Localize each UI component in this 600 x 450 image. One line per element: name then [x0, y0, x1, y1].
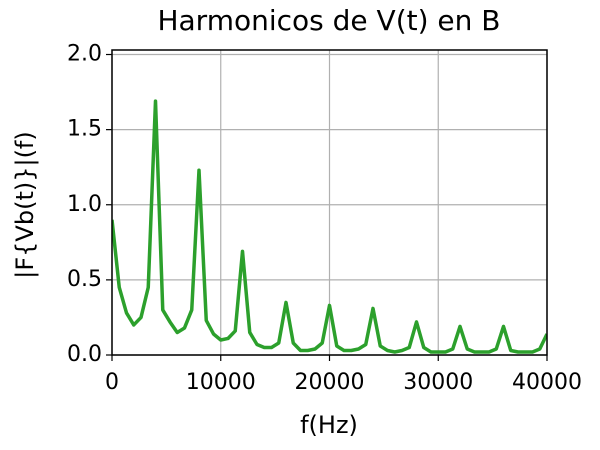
y-axis-label: |F{Vb(t)}|(f): [11, 131, 39, 278]
x-tick-label: 0: [105, 370, 119, 395]
y-tick-label: 0.5: [67, 267, 102, 292]
y-tick-label: 0.0: [67, 342, 102, 367]
data-line: [112, 99, 547, 354]
x-tick-label: 30000: [403, 370, 473, 395]
x-axis-label: f(Hz): [300, 411, 358, 439]
y-tick-label: 2.0: [67, 42, 102, 67]
x-tick-label: 40000: [512, 370, 582, 395]
chart-title: Harmonicos de V(t) en B: [157, 4, 500, 37]
x-tick-label: 10000: [186, 370, 256, 395]
y-tick-label: 1.5: [67, 117, 102, 142]
plot-frame: [111, 49, 548, 356]
y-tick-label: 1.0: [67, 192, 102, 217]
x-tick-label: 20000: [295, 370, 365, 395]
